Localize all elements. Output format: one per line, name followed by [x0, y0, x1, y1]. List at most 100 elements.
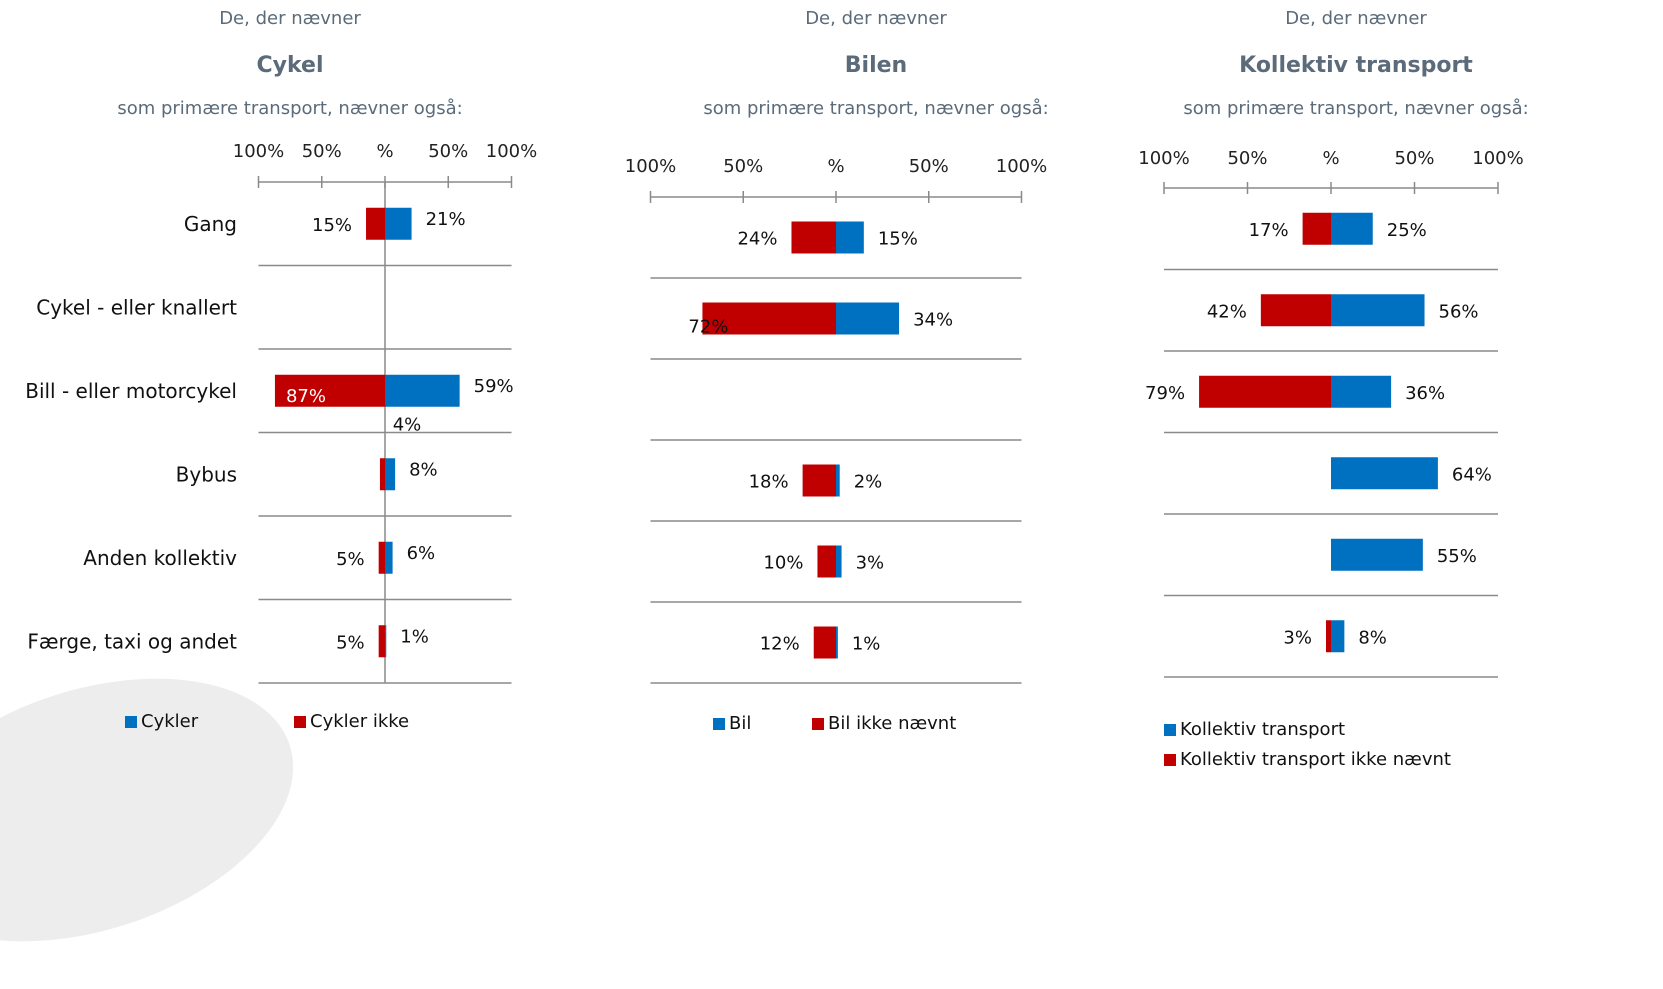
x-tick-label: 50%	[1394, 148, 1434, 169]
panel-title: Bilen	[845, 53, 907, 78]
x-tick-label: 100%	[996, 156, 1047, 177]
legend-swatch	[1164, 754, 1176, 766]
chart-panel-2: De, der nævner Bilen som primære transport…	[625, 8, 1049, 734]
legend-label: Kollektiv transport ikke nævnt	[1180, 749, 1451, 770]
x-tick-label: 100%	[1138, 148, 1189, 169]
bar-negative	[274, 374, 385, 407]
bar-negative	[379, 458, 385, 491]
x-tick-label: 100%	[486, 141, 537, 162]
x-tick-label: %	[376, 141, 393, 162]
bar-positive-label: 8%	[1358, 627, 1387, 648]
x-tick-label: 100%	[1472, 148, 1523, 169]
bar-negative	[366, 207, 385, 240]
bar-positive-label: 6%	[407, 543, 436, 564]
bar-positive-label: 15%	[878, 229, 918, 250]
x-tick-label: 50%	[723, 156, 763, 177]
legend-swatch	[812, 718, 824, 730]
category-label: Anden kollektiv	[83, 546, 237, 570]
bar-positive	[836, 545, 842, 578]
bar-positive	[836, 221, 864, 254]
bar-negative-label: 17%	[1249, 220, 1289, 241]
bar-negative	[1325, 620, 1331, 653]
bar-positive-label: 1%	[400, 626, 429, 647]
bar-positive	[1331, 212, 1373, 245]
legend-swatch	[713, 718, 725, 730]
panel-pre-title: De, der nævner	[805, 8, 947, 29]
legend-swatch	[125, 716, 137, 728]
bar-negative	[1260, 294, 1331, 327]
bar-negative	[378, 625, 385, 658]
x-tick-label: 50%	[1227, 148, 1267, 169]
bar-negative-label: 15%	[312, 215, 352, 236]
bar-positive	[836, 464, 840, 497]
legend-swatch	[1164, 724, 1176, 736]
legend-label: Cykler	[141, 711, 199, 732]
bar-positive	[1331, 620, 1345, 653]
chart-canvas: De, der nævner Cykel som primære transport…	[25, 8, 1528, 770]
bar-positive-label: 56%	[1439, 301, 1479, 322]
bar-positive-label: 59%	[474, 376, 514, 397]
bar-negative	[378, 541, 385, 574]
bar-negative	[791, 221, 836, 254]
x-tick-label: 50%	[428, 141, 468, 162]
bar-negative	[813, 626, 836, 659]
bar-positive	[1331, 294, 1425, 327]
bar-positive	[385, 458, 396, 491]
bar-positive-label: 3%	[856, 553, 885, 574]
x-tick-label: 100%	[625, 156, 676, 177]
category-label: Bill - eller motorcykel	[25, 379, 237, 403]
panel-subtitle: som primære transport, nævner også:	[703, 98, 1048, 119]
bar-negative-label: 18%	[749, 472, 789, 493]
bar-positive-label: 2%	[854, 472, 883, 493]
bar-negative	[1302, 212, 1331, 245]
chart-panel-3: De, der nævner Kollektiv transport som pri…	[1138, 8, 1528, 770]
category-label: Færge, taxi og andet	[27, 629, 237, 653]
chart-panel-1: De, der nævner Cykel som primære transport…	[25, 8, 537, 732]
bar-positive-label: 8%	[409, 459, 438, 480]
bar-negative-label: 79%	[1145, 383, 1185, 404]
bar-positive	[385, 625, 387, 658]
bar-negative-label: 87%	[286, 386, 326, 407]
bar-negative-label: 5%	[336, 632, 365, 653]
x-tick-label: 50%	[302, 141, 342, 162]
legend-label: Kollektiv transport	[1180, 719, 1345, 740]
panel-title: Cykel	[257, 53, 324, 78]
panel-subtitle: som primære transport, nævner også:	[117, 98, 462, 119]
bar-positive-label: 1%	[852, 634, 881, 655]
panel-title: Kollektiv transport	[1239, 53, 1473, 78]
bar-positive	[836, 626, 838, 659]
bar-positive-label: 64%	[1452, 464, 1492, 485]
bar-negative	[1199, 375, 1331, 408]
bar-positive	[1331, 538, 1423, 571]
bar-positive	[836, 302, 900, 335]
bar-negative-label: 42%	[1207, 301, 1247, 322]
category-label: Gang	[184, 212, 237, 236]
bar-negative-label: 5%	[336, 549, 365, 570]
category-label: Bybus	[176, 462, 237, 486]
bar-positive-label: 25%	[1387, 220, 1427, 241]
bar-positive-label: 21%	[426, 209, 466, 230]
legend-label: Bil	[729, 713, 751, 734]
bar-negative	[817, 545, 836, 578]
x-tick-label: %	[1322, 148, 1339, 169]
x-tick-label: %	[827, 156, 844, 177]
bar-negative-label: 3%	[1283, 627, 1312, 648]
bar-negative	[702, 302, 836, 335]
bar-positive	[385, 374, 460, 407]
bar-positive-label: 34%	[913, 310, 953, 331]
bar-negative-label: 4%	[393, 415, 422, 436]
legend-label: Bil ikke nævnt	[828, 713, 956, 734]
legend-label: Cykler ikke	[310, 711, 409, 732]
bar-positive	[385, 207, 412, 240]
panel-subtitle: som primære transport, nævner også:	[1183, 98, 1528, 119]
bar-positive	[385, 541, 393, 574]
bar-negative	[802, 464, 836, 497]
bar-positive	[1331, 375, 1392, 408]
bar-positive	[1331, 457, 1438, 490]
bar-negative-label: 24%	[737, 229, 777, 250]
panel-pre-title: De, der nævner	[1285, 8, 1427, 29]
x-tick-label: 100%	[233, 141, 284, 162]
bar-negative-label: 12%	[760, 634, 800, 655]
category-label: Cykel - eller knallert	[36, 295, 237, 319]
panel-pre-title: De, der nævner	[219, 8, 361, 29]
